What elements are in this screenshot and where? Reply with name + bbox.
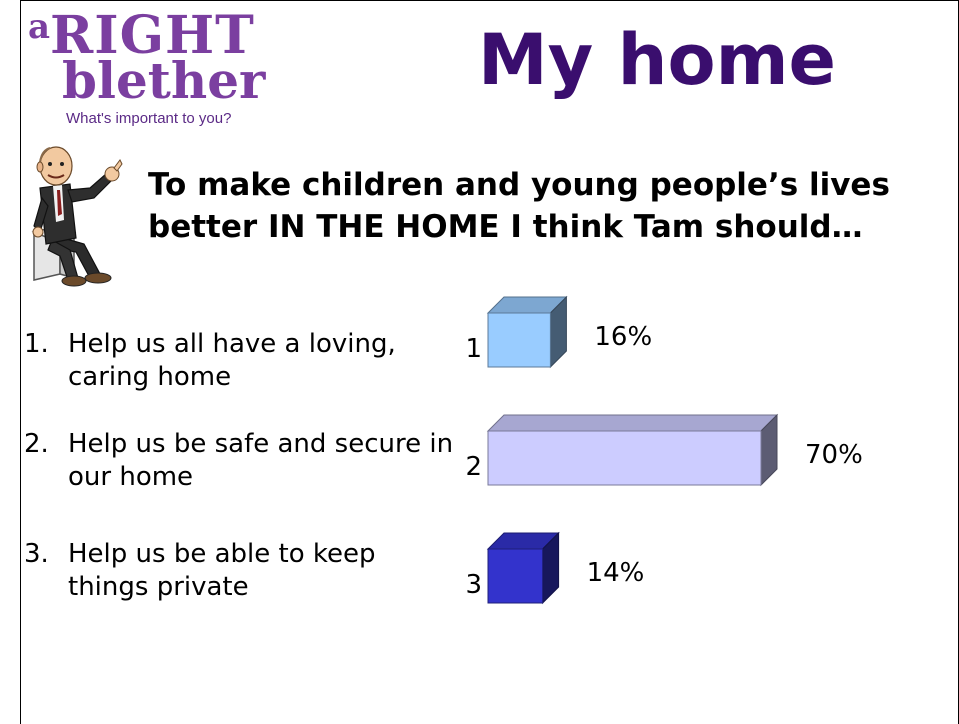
logo-tagline: What's important to you? — [66, 110, 232, 127]
bar-value-label: 14% — [587, 558, 645, 588]
option-item-2: 2. Help us be safe and secure in our hom… — [24, 428, 464, 494]
slide-border-left — [20, 0, 21, 724]
bar-3 — [487, 548, 544, 604]
bar-2 — [487, 430, 762, 486]
logo-right: RIGHT — [50, 5, 255, 66]
question-text: To make children and young people’s live… — [148, 167, 890, 245]
bar-category-label: 3 — [465, 570, 482, 600]
logo-blether: blether — [62, 51, 266, 110]
option-text: Help us be able to keep things private — [68, 539, 376, 602]
tam-figure-icon — [31, 146, 123, 287]
bar-category-label: 1 — [465, 334, 482, 364]
bar-1 — [487, 312, 551, 368]
bar-category-label: 2 — [465, 452, 482, 482]
tam-character-illustration — [26, 140, 130, 290]
option-text: Help us all have a loving, caring home — [68, 329, 396, 392]
bar-2-top — [486, 414, 779, 432]
a-right-blether-logo: aRIGHT blether What's important to you? — [28, 10, 268, 135]
option-number: 2. — [24, 429, 49, 459]
bar-value-label: 70% — [805, 440, 863, 470]
option-number: 3. — [24, 539, 49, 569]
option-item-3: 3. Help us be able to keep things privat… — [24, 538, 464, 604]
logo-line-1: aRIGHT — [28, 10, 255, 62]
option-text: Help us be safe and secure in our home — [68, 429, 454, 492]
logo-a: a — [28, 7, 51, 47]
option-item-1: 1. Help us all have a loving, caring hom… — [24, 328, 464, 394]
page-title: My home — [478, 19, 836, 101]
bar-value-label: 16% — [594, 322, 652, 352]
slide-border-top — [20, 0, 959, 1]
option-number: 1. — [24, 329, 49, 359]
